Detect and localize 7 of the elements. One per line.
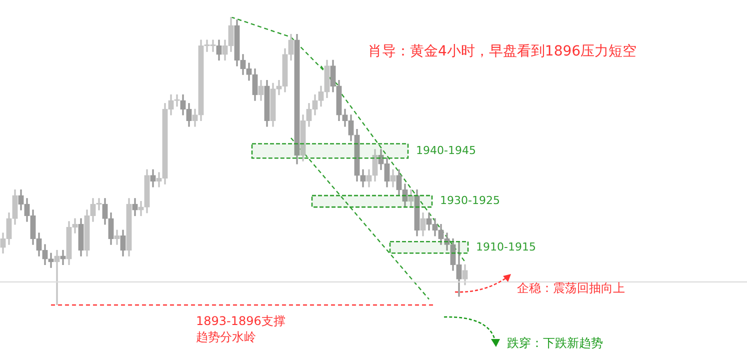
text: 企稳：震荡回抽向上 xyxy=(517,281,625,296)
band-label: 1930-1925 xyxy=(440,194,500,208)
text: 跌穿：下跌新趋势 xyxy=(507,336,603,350)
text: 肖导：黄金4小时，早盘看到1896压力短空 xyxy=(368,44,637,60)
ref-line-label: 1893-1896支撑趋势分水岭 xyxy=(196,314,286,344)
band-label: 1910-1915 xyxy=(476,240,536,254)
band-label: 1940-1945 xyxy=(416,144,476,157)
